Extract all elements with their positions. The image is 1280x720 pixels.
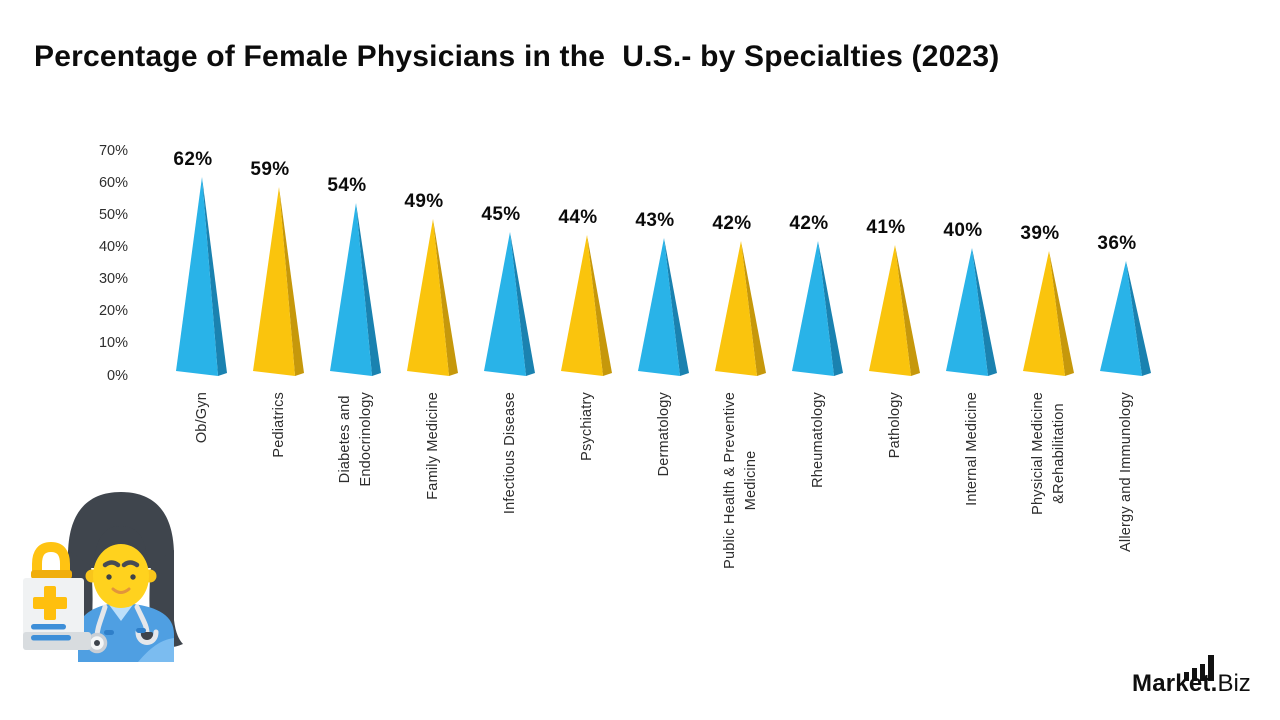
female-doctor-illustration <box>23 492 183 662</box>
eyebrow-left <box>102 560 121 568</box>
stethoscope-tube-right <box>134 604 150 636</box>
pyramid-front-face <box>1100 261 1142 376</box>
y-tick-label: 30% <box>98 271 128 288</box>
face <box>93 544 149 608</box>
pyramid-side-face <box>1049 251 1074 376</box>
category-label: Allergy and Immunology <box>1117 392 1134 552</box>
eye-left <box>106 574 112 580</box>
pyramid-bar <box>484 232 535 376</box>
coat-highlight <box>138 638 174 662</box>
pyramid-bar <box>869 245 920 376</box>
value-label: 44% <box>558 207 598 228</box>
y-tick-label: 70% <box>98 143 128 160</box>
bag-line-2 <box>31 635 71 641</box>
category-label: Infectious Disease <box>501 392 518 515</box>
value-label: 39% <box>1020 223 1060 244</box>
value-label: 62% <box>173 149 213 170</box>
pyramid-side-face <box>664 238 689 376</box>
pyramid-front-face <box>638 238 680 376</box>
value-label: 40% <box>943 220 983 241</box>
y-tick-label: 0% <box>107 367 128 384</box>
coat-button-right <box>136 628 146 633</box>
pyramid-front-face <box>869 245 911 376</box>
pyramid-side-face <box>356 203 381 376</box>
value-label: 45% <box>481 204 521 225</box>
pyramid-bar <box>407 219 458 376</box>
pyramid-front-face <box>407 219 449 376</box>
category-label: Public Health & Preventive Medicine <box>722 392 759 569</box>
pyramid-front-face <box>792 241 834 376</box>
pyramid-side-face <box>1126 261 1151 376</box>
value-label: 42% <box>789 213 829 234</box>
stethoscope-chestpiece-center <box>94 640 100 646</box>
category-label: Psychiatry <box>578 392 595 461</box>
pyramid-side-face <box>202 177 227 376</box>
pyramid-front-face <box>176 177 218 376</box>
brand-name-bold: Market. <box>1132 670 1218 697</box>
value-label: 42% <box>712 213 752 234</box>
bag-handle <box>32 541 70 578</box>
y-tick-label: 60% <box>98 175 128 192</box>
bag-bottom-strip <box>23 632 91 650</box>
category-label: Physicial Medicine &Rehabilitation <box>1030 392 1067 515</box>
eye-right <box>130 574 136 580</box>
brand-name-light: Biz <box>1217 670 1251 697</box>
pyramid-side-face <box>818 241 843 376</box>
pyramid-bar <box>1023 251 1074 376</box>
pyramid-bar <box>792 241 843 376</box>
pyramid-front-face <box>253 187 295 376</box>
bag-handle-base <box>31 570 72 579</box>
bar-chart-icon <box>1184 655 1214 681</box>
category-label: Family Medicine <box>424 392 441 500</box>
chart-title: Percentage of Female Physicians in the U… <box>34 40 1000 73</box>
bag-line-1 <box>31 624 66 630</box>
category-label: Rheumatology <box>809 392 826 488</box>
y-tick-label: 20% <box>98 303 128 320</box>
value-label: 36% <box>1097 233 1137 254</box>
brand-logo: Market.Biz <box>1132 654 1272 702</box>
category-label: Pathology <box>886 392 903 459</box>
value-label: 43% <box>635 210 675 231</box>
pyramid-side-face <box>895 245 920 376</box>
pyramid-front-face <box>946 248 988 376</box>
category-label: Pediatrics <box>270 392 287 458</box>
pyramid-bar <box>946 248 997 376</box>
value-label: 41% <box>866 217 906 238</box>
y-tick-label: 50% <box>98 207 128 224</box>
y-tick-label: 10% <box>98 335 128 352</box>
pyramid-bar <box>330 203 381 376</box>
pyramid-side-face <box>587 235 612 376</box>
pyramid-side-face <box>279 187 304 376</box>
value-label: 54% <box>327 175 367 196</box>
stethoscope-u <box>135 629 159 645</box>
pyramid-front-face <box>715 241 757 376</box>
category-label: Dermatology <box>655 392 672 477</box>
category-label: Diabetes and Endocrinology <box>337 392 374 487</box>
pyramid-side-face <box>433 219 458 376</box>
pyramid-bar <box>1100 261 1151 376</box>
pyramid-side-face <box>972 248 997 376</box>
pyramid-front-face <box>561 235 603 376</box>
value-label: 49% <box>404 191 444 212</box>
y-tick-label: 40% <box>98 239 128 256</box>
pyramid-front-face <box>330 203 372 376</box>
eyebrow-right <box>121 560 140 568</box>
pyramid-bar <box>176 177 227 376</box>
pyramid-bar <box>253 187 304 376</box>
pyramid-bar <box>561 235 612 376</box>
brand-logo-text: Market.Biz <box>1132 670 1251 698</box>
pyramid-bar <box>715 241 766 376</box>
medical-cross-v <box>44 586 56 620</box>
pyramid-side-face <box>510 232 535 376</box>
pyramid-bar <box>638 238 689 376</box>
hair-fringe <box>94 526 148 564</box>
coat-button-left <box>104 630 114 635</box>
category-label: Internal Medicine <box>963 392 980 506</box>
smile <box>111 587 131 594</box>
pyramid-front-face <box>484 232 526 376</box>
pyramid-side-face <box>741 241 766 376</box>
pyramid-front-face <box>1023 251 1065 376</box>
value-label: 59% <box>250 159 290 180</box>
